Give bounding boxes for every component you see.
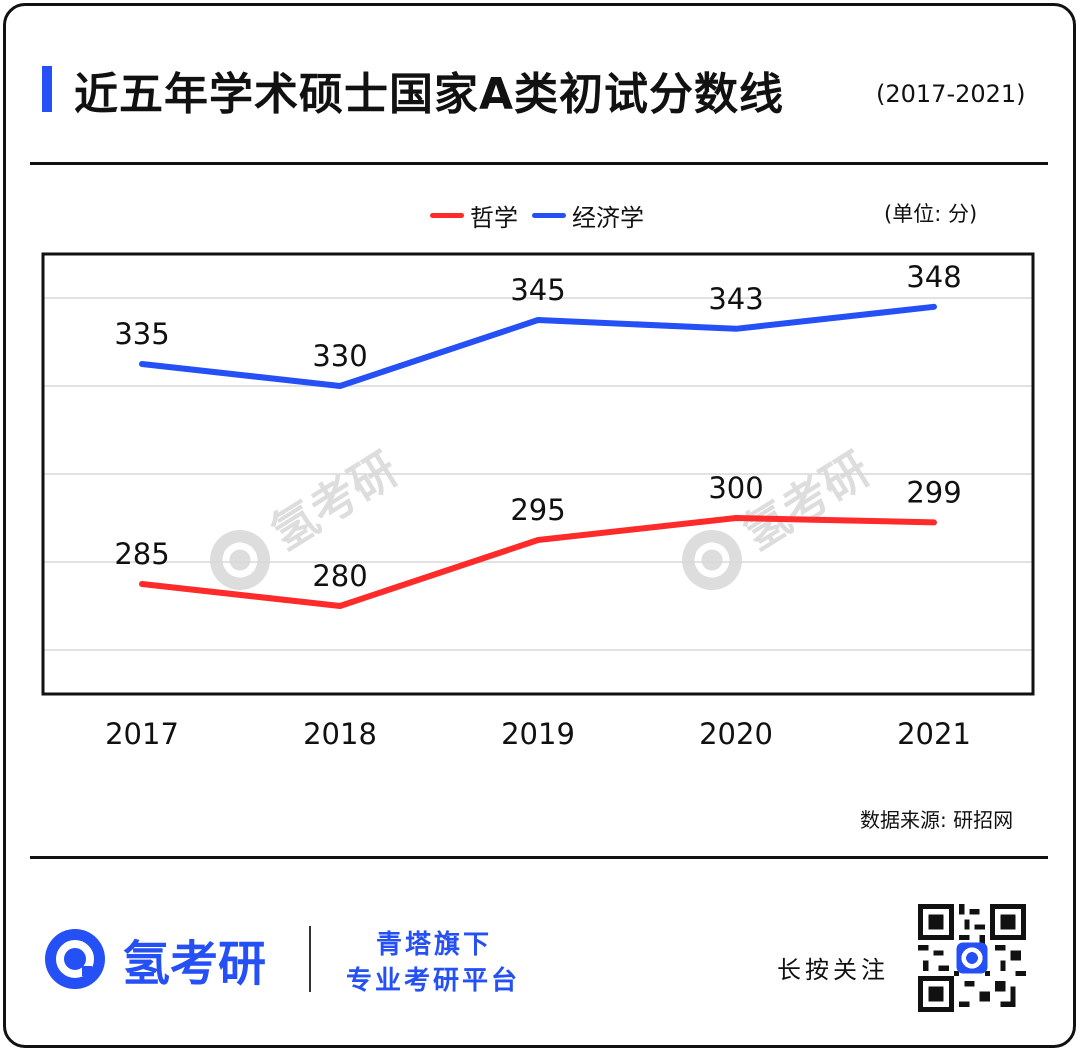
legend-label-philosophy: 哲学 [470, 204, 518, 232]
watermark-logo-icon [210, 530, 270, 590]
x-tick-label: 2017 [105, 717, 179, 751]
grid-lines [43, 297, 1033, 651]
legend-swatch-philosophy [430, 213, 464, 218]
unit-label: (单位: 分) [884, 202, 978, 226]
top-divider [30, 162, 1048, 165]
data-label: 345 [510, 273, 565, 307]
legend-label-economics: 经济学 [572, 204, 644, 232]
x-tick-label: 2021 [897, 717, 971, 751]
legend-item-economics: 经济学 [532, 198, 644, 233]
data-label: 343 [708, 282, 763, 316]
legend-swatch-economics [532, 213, 566, 218]
data-label: 299 [906, 475, 961, 509]
data-source: 数据来源: 研招网 [860, 808, 1014, 832]
data-label: 348 [906, 260, 961, 294]
x-tick-label: 2019 [501, 717, 575, 751]
logo-icon [45, 929, 105, 989]
x-axis-ticks: 2017 2018 2019 2020 2021 [105, 717, 971, 751]
data-label: 330 [312, 339, 367, 373]
footer-divider [309, 926, 311, 992]
series-line-economics [139, 303, 937, 389]
page-subtitle: (2017-2021) [876, 80, 1026, 108]
series-line-philosophy [139, 515, 937, 609]
footer-tagline-1: 青塔旗下 [376, 930, 493, 960]
series-lines [139, 303, 937, 609]
title-accent-bar [42, 66, 52, 112]
x-tick-label: 2018 [303, 717, 377, 751]
watermark-logo-icon [682, 530, 742, 590]
legend-item-philosophy: 哲学 [430, 198, 518, 233]
qr-code[interactable] [918, 904, 1026, 1012]
page-title: 近五年学术硕士国家A类初试分数线 [74, 69, 785, 120]
footer-brand-name: 氢考研 [122, 936, 267, 992]
x-tick-label: 2020 [699, 717, 773, 751]
data-label: 335 [114, 317, 169, 351]
data-label: 280 [312, 559, 367, 593]
watermark-logo-ring [222, 542, 258, 578]
chart-legend: 哲学 经济学 [430, 198, 644, 233]
follow-prompt: 长按关注 [777, 956, 889, 984]
watermark: 氢考研 [210, 442, 407, 590]
data-label: 300 [708, 471, 763, 505]
data-labels: 285 280 295 300 299 335 330 345 343 348 [114, 260, 961, 593]
card-frame [3, 3, 1076, 1048]
watermark-logo-ring [694, 542, 730, 578]
plot-area-border [41, 252, 1035, 696]
data-label: 285 [114, 537, 169, 571]
watermark-text: 氢考研 [261, 442, 407, 561]
footer-tagline-2: 专业考研平台 [346, 966, 521, 996]
data-label: 295 [510, 493, 565, 527]
bottom-divider [30, 856, 1048, 859]
